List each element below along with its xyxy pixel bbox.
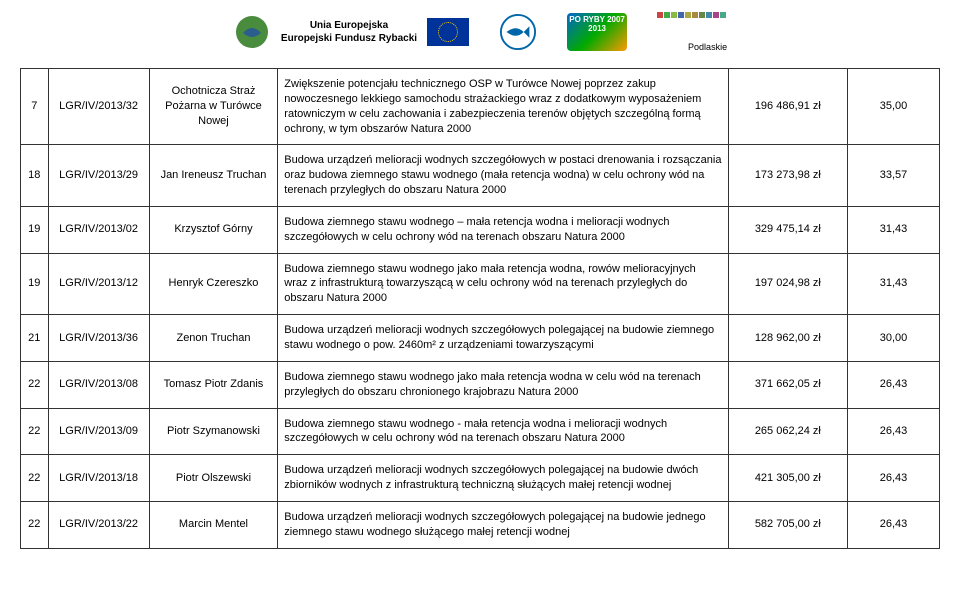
row-amount: 582 705,00 zł <box>728 501 847 548</box>
row-points: 35,00 <box>848 69 940 145</box>
row-reference: LGR/IV/2013/18 <box>48 455 149 502</box>
poryby-logo: PO RYBY 2007 2013 <box>567 13 627 51</box>
row-reference: LGR/IV/2013/09 <box>48 408 149 455</box>
table-row: 21LGR/IV/2013/36Zenon TruchanBudowa urzą… <box>21 315 940 362</box>
row-number: 19 <box>21 206 49 253</box>
podlaskie-label: Podlaskie <box>657 42 727 52</box>
row-points: 31,43 <box>848 206 940 253</box>
row-applicant: Tomasz Piotr Zdanis <box>149 361 278 408</box>
row-amount: 196 486,91 zł <box>728 69 847 145</box>
row-points: 26,43 <box>848 455 940 502</box>
header-title-line1: Unia Europejska <box>281 19 417 32</box>
header-left-group: Unia Europejska Europejski Fundusz Rybac… <box>233 13 469 51</box>
row-description: Budowa urządzeń melioracji wodnych szcze… <box>278 145 728 207</box>
header-title-line2: Europejski Fundusz Rybacki <box>281 32 417 45</box>
podlaskie-block: Podlaskie <box>657 12 727 52</box>
row-reference: LGR/IV/2013/12 <box>48 253 149 315</box>
row-description: Budowa urządzeń melioracji wodnych szcze… <box>278 455 728 502</box>
row-number: 22 <box>21 501 49 548</box>
eu-flag-icon <box>427 18 469 46</box>
projects-table: 7LGR/IV/2013/32Ochotnicza Straż Pożarna … <box>20 68 940 549</box>
row-amount: 128 962,00 zł <box>728 315 847 362</box>
row-points: 26,43 <box>848 361 940 408</box>
row-number: 22 <box>21 361 49 408</box>
row-description: Budowa urządzeń melioracji wodnych szcze… <box>278 501 728 548</box>
lgr-logo-icon <box>233 13 271 51</box>
row-reference: LGR/IV/2013/36 <box>48 315 149 362</box>
row-points: 30,00 <box>848 315 940 362</box>
row-description: Zwiększenie potencjału technicznego OSP … <box>278 69 728 145</box>
row-amount: 329 475,14 zł <box>728 206 847 253</box>
table-row: 18LGR/IV/2013/29Jan Ireneusz TruchanBudo… <box>21 145 940 207</box>
row-points: 26,43 <box>848 501 940 548</box>
row-number: 21 <box>21 315 49 362</box>
table-row: 22LGR/IV/2013/09Piotr SzymanowskiBudowa … <box>21 408 940 455</box>
row-description: Budowa ziemnego stawu wodnego - mała ret… <box>278 408 728 455</box>
row-description: Budowa ziemnego stawu wodnego jako mała … <box>278 361 728 408</box>
row-number: 7 <box>21 69 49 145</box>
row-applicant: Jan Ireneusz Truchan <box>149 145 278 207</box>
row-reference: LGR/IV/2013/08 <box>48 361 149 408</box>
row-description: Budowa urządzeń melioracji wodnych szcze… <box>278 315 728 362</box>
table-row: 19LGR/IV/2013/12Henryk CzereszkoBudowa z… <box>21 253 940 315</box>
row-number: 18 <box>21 145 49 207</box>
table-row: 22LGR/IV/2013/18Piotr OlszewskiBudowa ur… <box>21 455 940 502</box>
row-applicant: Krzysztof Górny <box>149 206 278 253</box>
row-number: 19 <box>21 253 49 315</box>
table-row: 7LGR/IV/2013/32Ochotnicza Straż Pożarna … <box>21 69 940 145</box>
row-number: 22 <box>21 408 49 455</box>
row-description: Budowa ziemnego stawu wodnego jako mała … <box>278 253 728 315</box>
podlaskie-icon <box>657 12 727 42</box>
row-applicant: Henryk Czereszko <box>149 253 278 315</box>
row-amount: 173 273,98 zł <box>728 145 847 207</box>
row-amount: 421 305,00 zł <box>728 455 847 502</box>
row-number: 22 <box>21 455 49 502</box>
row-applicant: Piotr Olszewski <box>149 455 278 502</box>
fish-logo-icon <box>499 13 537 51</box>
row-amount: 265 062,24 zł <box>728 408 847 455</box>
table-row: 19LGR/IV/2013/02Krzysztof GórnyBudowa zi… <box>21 206 940 253</box>
table-row: 22LGR/IV/2013/08Tomasz Piotr ZdanisBudow… <box>21 361 940 408</box>
row-amount: 197 024,98 zł <box>728 253 847 315</box>
row-reference: LGR/IV/2013/32 <box>48 69 149 145</box>
row-applicant: Piotr Szymanowski <box>149 408 278 455</box>
row-points: 33,57 <box>848 145 940 207</box>
row-reference: LGR/IV/2013/22 <box>48 501 149 548</box>
row-reference: LGR/IV/2013/02 <box>48 206 149 253</box>
row-reference: LGR/IV/2013/29 <box>48 145 149 207</box>
row-description: Budowa ziemnego stawu wodnego – mała ret… <box>278 206 728 253</box>
row-points: 26,43 <box>848 408 940 455</box>
row-applicant: Ochotnicza Straż Pożarna w Turówce Nowej <box>149 69 278 145</box>
page-header: Unia Europejska Europejski Fundusz Rybac… <box>20 12 940 58</box>
row-applicant: Marcin Mentel <box>149 501 278 548</box>
row-applicant: Zenon Truchan <box>149 315 278 362</box>
row-amount: 371 662,05 zł <box>728 361 847 408</box>
header-title: Unia Europejska Europejski Fundusz Rybac… <box>281 19 417 45</box>
row-points: 31,43 <box>848 253 940 315</box>
table-row: 22LGR/IV/2013/22Marcin MentelBudowa urzą… <box>21 501 940 548</box>
